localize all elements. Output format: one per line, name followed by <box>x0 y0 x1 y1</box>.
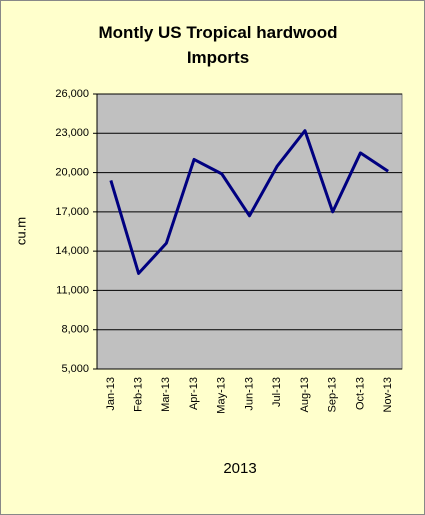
y-tick-label: 20,000 <box>55 166 89 178</box>
y-tick-label: 23,000 <box>55 127 89 139</box>
x-tick-label: Jul-13 <box>271 377 283 407</box>
x-tick-label: Sep-13 <box>327 377 339 412</box>
x-tick-label: Oct-13 <box>354 377 366 410</box>
y-tick-label: 14,000 <box>55 245 89 257</box>
x-axis-label: 2013 <box>223 460 256 477</box>
x-tick-label: Jan-13 <box>105 377 117 411</box>
y-tick-label: 17,000 <box>55 206 89 218</box>
x-tick-label: Apr-13 <box>188 377 200 410</box>
chart-title: Montly US Tropical hardwood Imports <box>98 23 338 67</box>
x-tick-label: Mar-13 <box>160 377 172 412</box>
plot-area <box>96 93 403 370</box>
x-tick-label: May-13 <box>216 377 228 414</box>
y-tick-label: 5,000 <box>61 363 89 375</box>
y-tick-label: 8,000 <box>61 324 89 336</box>
y-axis-label: cu.m <box>13 217 28 245</box>
x-tick-label: Feb-13 <box>132 377 144 412</box>
x-tick-label: Jun-13 <box>243 377 255 411</box>
x-tick-label: Aug-13 <box>299 377 311 412</box>
y-tick-label: 26,000 <box>55 88 89 100</box>
y-tick-label: 11,000 <box>56 284 89 296</box>
data-line <box>109 129 389 275</box>
x-tick-label: Nov-13 <box>382 377 394 412</box>
